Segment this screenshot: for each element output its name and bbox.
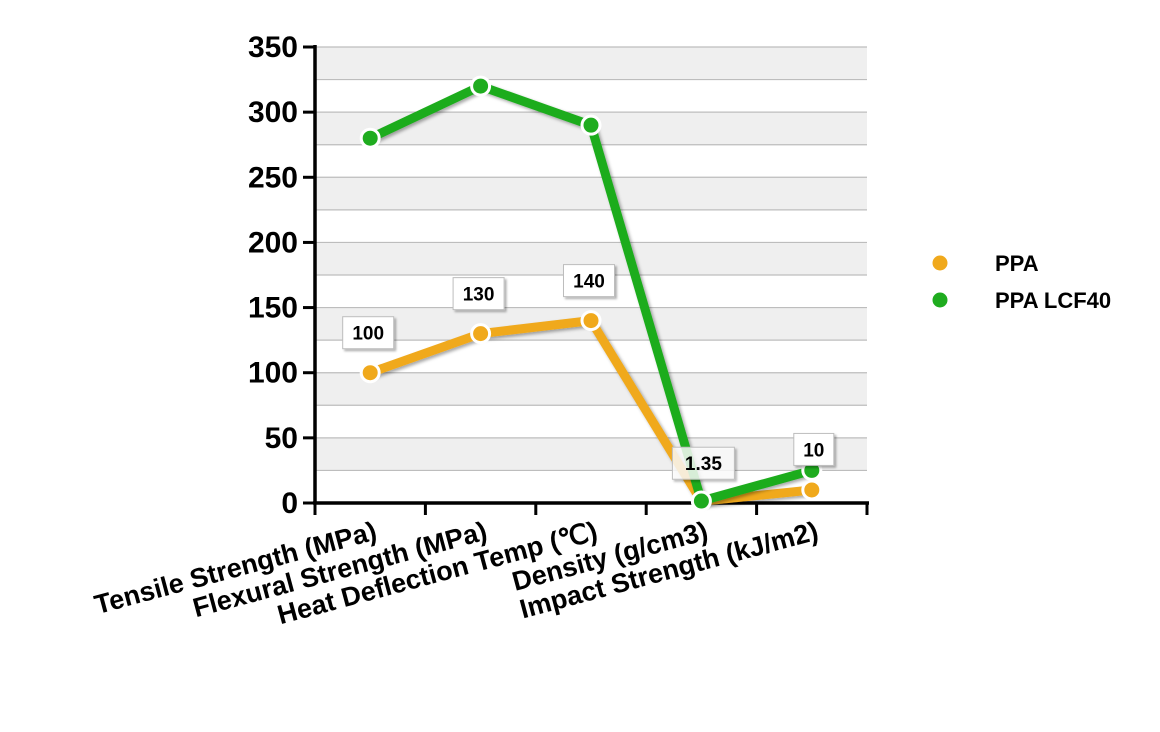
- data-point: [690, 490, 712, 512]
- data-label: 100: [352, 324, 384, 345]
- x-axis-category-labels: Tensile Strength (MPa)Flexural Strength …: [91, 516, 821, 630]
- y-tick-label: 0: [281, 487, 298, 520]
- legend-swatch-marker: [929, 289, 951, 311]
- y-axis-tick-labels: 0 50 100 150 200 250 300 350: [248, 31, 298, 520]
- y-tick-label: 250: [248, 161, 298, 194]
- legend-label: PPA LCF40: [995, 288, 1111, 313]
- legend: PPA PPA LCF40: [908, 251, 1111, 313]
- data-point: [359, 127, 381, 149]
- series-line: [368, 315, 813, 506]
- y-tick-label: 150: [248, 292, 298, 325]
- legend-swatch-marker: [929, 252, 951, 274]
- data-point: [470, 323, 492, 345]
- data-label-box: [452, 277, 505, 311]
- data-point: [801, 479, 823, 501]
- gridlines: [315, 46, 867, 472]
- y-tick-label: 350: [248, 31, 298, 64]
- data-label-box: [793, 432, 835, 466]
- data-point: [580, 114, 602, 136]
- plot-band: [315, 372, 867, 406]
- data-label-box: [671, 446, 735, 480]
- y-tick-label: 50: [265, 422, 298, 455]
- data-label: 10: [803, 440, 824, 461]
- plot-band: [315, 437, 867, 471]
- plot-band: [315, 177, 867, 210]
- plot-background: [315, 47, 867, 471]
- y-tick-label: 100: [248, 357, 298, 390]
- y-tick-label: 300: [248, 96, 298, 129]
- data-point: [470, 75, 492, 97]
- data-label-box: [342, 316, 395, 350]
- data-label: 130: [463, 285, 495, 306]
- data-label: 1.35: [685, 454, 722, 475]
- y-tick-label: 200: [248, 226, 298, 259]
- legend-label: PPA: [995, 251, 1039, 276]
- plot-band: [315, 47, 867, 80]
- data-point: [359, 362, 381, 384]
- axes: [303, 45, 869, 515]
- data-label: 140: [573, 272, 605, 293]
- data-labels: 100 130 140 1.35 10: [342, 264, 835, 480]
- data-point: [580, 310, 602, 332]
- data-label-box: [563, 264, 615, 298]
